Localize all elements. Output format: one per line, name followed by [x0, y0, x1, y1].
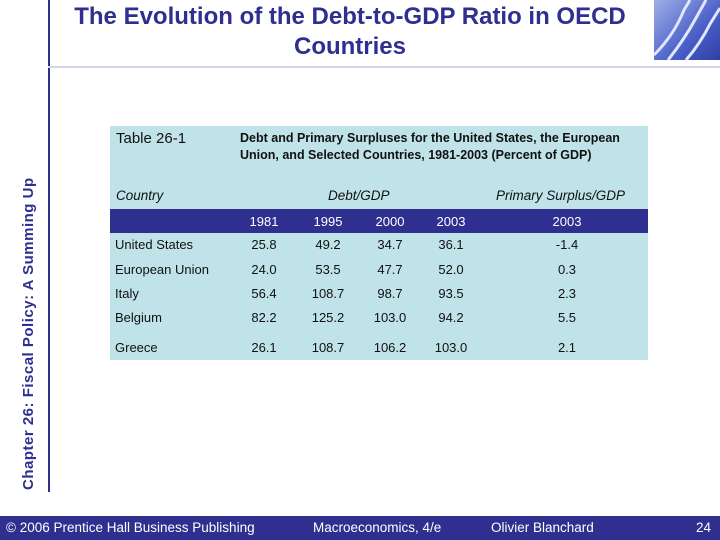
publisher-logo-icon — [654, 0, 720, 60]
table-cell: 52.0 — [438, 262, 464, 277]
page-number: 24 — [696, 520, 712, 535]
country-name: Greece — [115, 340, 158, 355]
table-cell: 125.2 — [311, 310, 345, 325]
table-cell: 98.7 — [377, 286, 403, 301]
table-cell: 108.7 — [311, 340, 345, 355]
table-cell: -1.4 — [555, 237, 579, 252]
table-row: United States 25.8 49.2 34.7 36.1 -1.4 — [110, 237, 648, 257]
table-cell: 53.5 — [315, 262, 341, 277]
table-row: Greece 26.1 108.7 106.2 103.0 2.1 — [110, 340, 648, 360]
table-cell: 26.1 — [251, 340, 277, 355]
table-cell: 82.2 — [251, 310, 277, 325]
table-cell: 103.0 — [373, 310, 407, 325]
table-cell: 49.2 — [315, 237, 341, 252]
table-panel: Table 26-1 Debt and Primary Surpluses fo… — [110, 126, 648, 360]
year-header: 2003 — [552, 214, 582, 229]
header-country: Country — [116, 188, 164, 203]
country-name: European Union — [115, 262, 209, 277]
header-primary-surplus: Primary Surplus/GDP — [496, 188, 626, 203]
chapter-label: Chapter 26: Fiscal Policy: A Summing Up — [20, 177, 37, 490]
table-caption: Debt and Primary Surpluses for the Unite… — [240, 131, 620, 162]
footer-bar: © 2006 Prentice Hall Business Publishing… — [0, 516, 720, 540]
table-cell: 56.4 — [251, 286, 277, 301]
table-cell: 0.3 — [557, 262, 577, 277]
table-cell: 2.3 — [557, 286, 577, 301]
sidebar-divider — [48, 0, 50, 492]
footer-copyright: © 2006 Prentice Hall Business Publishing — [6, 520, 255, 535]
table-cell: 25.8 — [251, 237, 277, 252]
country-name: United States — [115, 237, 194, 252]
year-header: 1995 — [313, 214, 343, 229]
chapter-sidebar — [0, 0, 48, 490]
table-cell: 106.2 — [373, 340, 407, 355]
table-row: European Union 24.0 53.5 47.7 52.0 0.3 — [110, 262, 648, 282]
table-cell: 34.7 — [377, 237, 403, 252]
table-cell: 24.0 — [251, 262, 277, 277]
country-name: Italy — [115, 286, 139, 301]
year-header: 2000 — [375, 214, 405, 229]
table-cell: 36.1 — [438, 237, 464, 252]
table-row: Italy 56.4 108.7 98.7 93.5 2.3 — [110, 286, 648, 306]
table-row: Belgium 82.2 125.2 103.0 94.2 5.5 — [110, 310, 648, 330]
table-cell: 93.5 — [438, 286, 464, 301]
slide-title: The Evolution of the Debt-to-GDP Ratio i… — [74, 3, 626, 60]
footer-author: Olivier Blanchard — [491, 520, 594, 535]
table-id: Table 26-1 — [116, 130, 187, 147]
table-cell: 47.7 — [377, 262, 403, 277]
year-header: 1981 — [249, 214, 279, 229]
title-divider — [48, 66, 720, 68]
table-cell: 5.5 — [557, 310, 577, 325]
year-header: 2003 — [436, 214, 466, 229]
country-name: Belgium — [115, 310, 162, 325]
table-cell: 103.0 — [434, 340, 468, 355]
table-cell: 2.1 — [557, 340, 577, 355]
footer-book-title: Macroeconomics, 4/e — [313, 520, 442, 535]
year-header-band — [110, 209, 648, 233]
table-cell: 94.2 — [438, 310, 464, 325]
header-debt-gdp: Debt/GDP — [328, 188, 390, 203]
table-cell: 108.7 — [311, 286, 345, 301]
